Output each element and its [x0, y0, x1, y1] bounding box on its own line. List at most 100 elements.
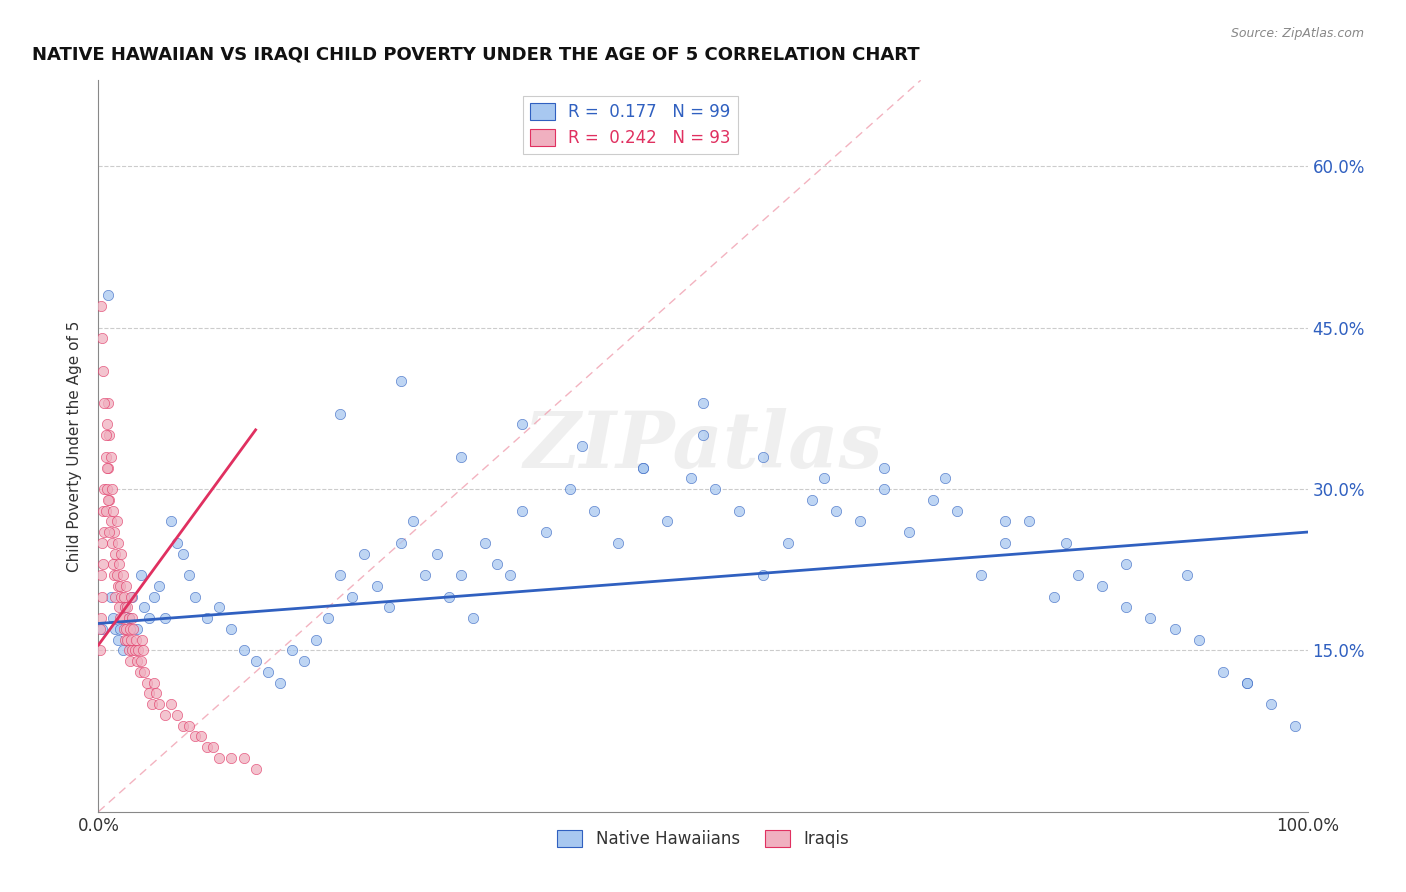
- Point: [121, 611, 143, 625]
- Point: [208, 600, 231, 615]
- Point: [329, 407, 352, 421]
- Point: [114, 600, 136, 615]
- Point: [94, 450, 117, 464]
- Point: [118, 611, 141, 625]
- Point: [91, 331, 114, 345]
- Point: [510, 417, 533, 432]
- Point: [100, 590, 122, 604]
- Point: [114, 600, 136, 615]
- Point: [127, 654, 149, 668]
- Point: [124, 643, 146, 657]
- Point: [921, 492, 943, 507]
- Point: [1054, 536, 1077, 550]
- Point: [184, 590, 207, 604]
- Point: [994, 514, 1017, 528]
- Point: [305, 632, 328, 647]
- Point: [245, 762, 267, 776]
- Point: [232, 643, 254, 657]
- Point: [184, 730, 207, 744]
- Point: [115, 579, 138, 593]
- Point: [134, 600, 156, 615]
- Point: [105, 514, 128, 528]
- Point: [148, 579, 170, 593]
- Point: [101, 558, 124, 572]
- Point: [111, 568, 134, 582]
- Point: [108, 558, 131, 572]
- Point: [934, 471, 956, 485]
- Point: [107, 632, 129, 647]
- Point: [96, 482, 118, 496]
- Point: [98, 428, 121, 442]
- Point: [121, 590, 143, 604]
- Point: [281, 643, 304, 657]
- Point: [873, 482, 896, 496]
- Point: [1042, 590, 1064, 604]
- Point: [97, 288, 120, 302]
- Point: [450, 450, 472, 464]
- Point: [172, 547, 194, 561]
- Point: [107, 536, 129, 550]
- Point: [94, 503, 117, 517]
- Point: [389, 536, 412, 550]
- Point: [120, 632, 142, 647]
- Text: NATIVE HAWAIIAN VS IRAQI CHILD POVERTY UNDER THE AGE OF 5 CORRELATION CHART: NATIVE HAWAIIAN VS IRAQI CHILD POVERTY U…: [32, 45, 920, 63]
- Point: [135, 675, 157, 690]
- Point: [728, 503, 751, 517]
- Point: [129, 654, 152, 668]
- Point: [571, 439, 593, 453]
- Point: [437, 590, 460, 604]
- Point: [127, 622, 149, 636]
- Point: [329, 568, 352, 582]
- Point: [195, 611, 218, 625]
- Point: [100, 536, 122, 550]
- Point: [897, 524, 920, 539]
- Point: [631, 460, 654, 475]
- Point: [1115, 600, 1137, 615]
- Point: [245, 654, 267, 668]
- Point: [104, 547, 127, 561]
- Point: [1175, 568, 1198, 582]
- Point: [450, 568, 472, 582]
- Point: [692, 428, 714, 442]
- Point: [89, 622, 111, 636]
- Point: [534, 524, 557, 539]
- Point: [474, 536, 496, 550]
- Point: [96, 460, 118, 475]
- Point: [90, 611, 112, 625]
- Point: [108, 611, 131, 625]
- Legend: Native Hawaiians, Iraqis: Native Hawaiians, Iraqis: [551, 823, 855, 855]
- Point: [143, 590, 166, 604]
- Point: [172, 719, 194, 733]
- Point: [108, 622, 131, 636]
- Text: Source: ZipAtlas.com: Source: ZipAtlas.com: [1230, 27, 1364, 40]
- Point: [426, 547, 449, 561]
- Point: [90, 568, 112, 582]
- Point: [103, 524, 125, 539]
- Point: [825, 503, 848, 517]
- Point: [148, 697, 170, 711]
- Point: [101, 611, 124, 625]
- Point: [221, 622, 243, 636]
- Point: [166, 707, 188, 722]
- Text: ZIPatlas: ZIPatlas: [523, 408, 883, 484]
- Point: [100, 450, 122, 464]
- Point: [316, 611, 339, 625]
- Point: [134, 665, 156, 679]
- Point: [115, 622, 138, 636]
- Point: [1236, 675, 1258, 690]
- Point: [111, 611, 134, 625]
- Point: [1236, 675, 1258, 690]
- Point: [1018, 514, 1040, 528]
- Point: [138, 611, 160, 625]
- Point: [153, 611, 176, 625]
- Point: [118, 654, 141, 668]
- Point: [108, 600, 131, 615]
- Point: [190, 730, 212, 744]
- Point: [100, 482, 122, 496]
- Point: [114, 632, 136, 647]
- Point: [946, 503, 969, 517]
- Point: [118, 611, 141, 625]
- Point: [232, 751, 254, 765]
- Point: [631, 460, 654, 475]
- Point: [353, 547, 375, 561]
